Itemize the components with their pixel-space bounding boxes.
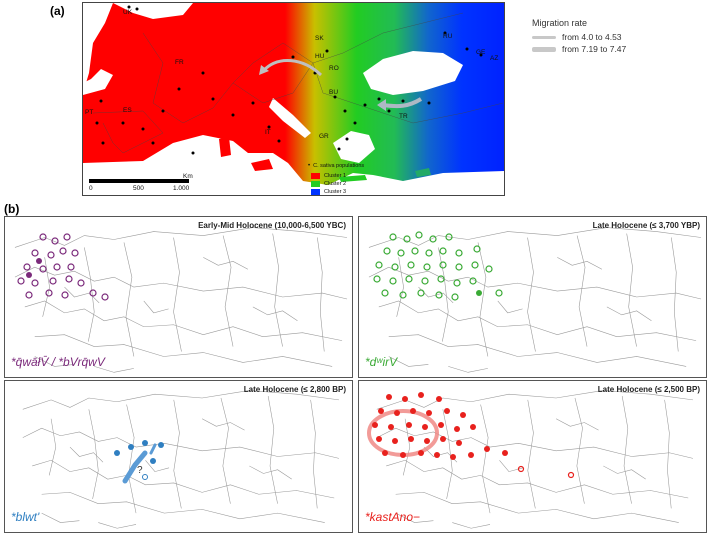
scale-bar bbox=[89, 179, 189, 183]
crete bbox=[339, 175, 367, 182]
country-label-ge: GE bbox=[476, 49, 486, 56]
country-label-ro: RO bbox=[329, 65, 339, 72]
country-label-az: AZ bbox=[490, 55, 499, 62]
black-sea bbox=[363, 51, 463, 95]
map-3-title: Late Holocene (≤ 2,800 BP) bbox=[243, 385, 346, 394]
map-2-term: *dʷirV bbox=[365, 355, 398, 369]
country-label-fr: FR bbox=[175, 59, 184, 66]
country-label-sk: SK bbox=[315, 35, 324, 42]
map-3-term: *blwt' bbox=[11, 510, 40, 524]
country-label-pt: PT bbox=[85, 109, 94, 116]
point-legend: • C. sativa populations bbox=[308, 163, 364, 169]
map-early-mid-holocene: Early-Mid Holocene (10,000-6,500 YBC) *q… bbox=[4, 216, 353, 378]
migration-arrow-east-head bbox=[377, 99, 386, 111]
map-4-term: *kastAno− bbox=[365, 510, 421, 524]
panel-b-label: (b) bbox=[4, 202, 20, 216]
mediterranean-west bbox=[83, 135, 504, 195]
kastano-range-ellipse bbox=[367, 409, 439, 457]
panel-a-label: (a) bbox=[50, 4, 65, 18]
adriatic bbox=[269, 98, 311, 138]
country-label-tr: TR bbox=[399, 113, 408, 120]
migration-legend-item-high: from 7.19 to 7.47 bbox=[532, 44, 626, 54]
map-4-marks bbox=[367, 392, 575, 479]
north-sea bbox=[113, 3, 193, 19]
cluster-map: UK FR ES PT IT SK HU RO BU GR TR RU GE A… bbox=[82, 2, 505, 196]
cluster-3-swatch bbox=[311, 189, 320, 195]
bay-of-biscay bbox=[83, 69, 113, 95]
sicily bbox=[251, 159, 273, 171]
point-legend-marker: • bbox=[308, 163, 311, 169]
scale-tick-1000: 1.000 bbox=[173, 185, 190, 192]
country-label-gr: GR bbox=[319, 133, 329, 140]
map-late-holocene-2500: Late Holocene (≤ 2,500 BP) *kastAno− bbox=[358, 380, 707, 533]
map-1-title: Early-Mid Holocene (10,000-6,500 YBC) bbox=[198, 221, 346, 230]
aegean bbox=[333, 131, 375, 163]
country-label-bu: BU bbox=[329, 89, 339, 96]
map-3-marks: ? bbox=[114, 440, 164, 484]
cluster-legend-1: Cluster 1 bbox=[311, 173, 346, 179]
map-late-holocene-2800: ? Late Holocene (≤ 2,800 BP) *blwt' bbox=[4, 380, 353, 533]
cluster-1-label: Cluster 1 bbox=[324, 173, 347, 179]
cluster-legend-2: Cluster 2 bbox=[311, 181, 346, 187]
scale-tick-500: 500 bbox=[133, 185, 144, 192]
coastline-overlay bbox=[83, 3, 504, 195]
country-label-ru: RU bbox=[443, 33, 453, 40]
cyprus bbox=[415, 168, 431, 177]
country-label-hu: HU bbox=[315, 53, 325, 60]
cluster-3-label: Cluster 3 bbox=[324, 189, 347, 195]
map-2-title: Late Holocene (≤ 3,700 YBP) bbox=[592, 221, 700, 230]
migration-legend-high-label: from 7.19 to 7.47 bbox=[562, 44, 627, 54]
cluster-1-swatch bbox=[311, 173, 320, 179]
map-4-title: Late Holocene (≤ 2,500 BP) bbox=[597, 385, 700, 394]
cluster-2-swatch bbox=[311, 181, 320, 187]
uncertain-marker: ? bbox=[137, 465, 143, 476]
migration-legend-item-low: from 4.0 to 4.53 bbox=[532, 32, 622, 42]
map-1-term: *q̄wāłV̄ / *bVrq̄wV bbox=[11, 355, 105, 369]
country-label-uk: UK bbox=[123, 9, 133, 16]
point-legend-label: C. sativa populations bbox=[313, 163, 365, 169]
map-late-holocene-3700: Late Holocene (≤ 3,700 YBP) *dʷirV bbox=[358, 216, 707, 378]
cluster-2-label: Cluster 2 bbox=[324, 181, 347, 187]
migration-arrow-west bbox=[261, 58, 323, 77]
country-label-es: ES bbox=[123, 107, 132, 114]
migration-arrow-west-head bbox=[259, 65, 269, 75]
migration-line-thick bbox=[532, 46, 556, 52]
corsica bbox=[223, 119, 230, 135]
atlantic-sea bbox=[83, 3, 113, 93]
scale-tick-0: 0 bbox=[89, 185, 93, 192]
migration-line-thin bbox=[532, 35, 556, 39]
scale-unit: Km bbox=[183, 173, 193, 180]
cluster-legend-3: Cluster 3 bbox=[311, 189, 346, 195]
blwt-range-stroke-2 bbox=[149, 443, 157, 455]
country-label-it: IT bbox=[265, 129, 271, 136]
migration-arrow-east bbox=[382, 97, 423, 109]
migration-legend-title: Migration rate bbox=[532, 18, 588, 28]
sardinia bbox=[219, 137, 231, 157]
migration-legend-low-label: from 4.0 to 4.53 bbox=[562, 32, 622, 42]
map-1-points bbox=[17, 233, 109, 301]
map-2-points bbox=[373, 231, 503, 301]
blwt-range-stroke bbox=[122, 450, 148, 484]
